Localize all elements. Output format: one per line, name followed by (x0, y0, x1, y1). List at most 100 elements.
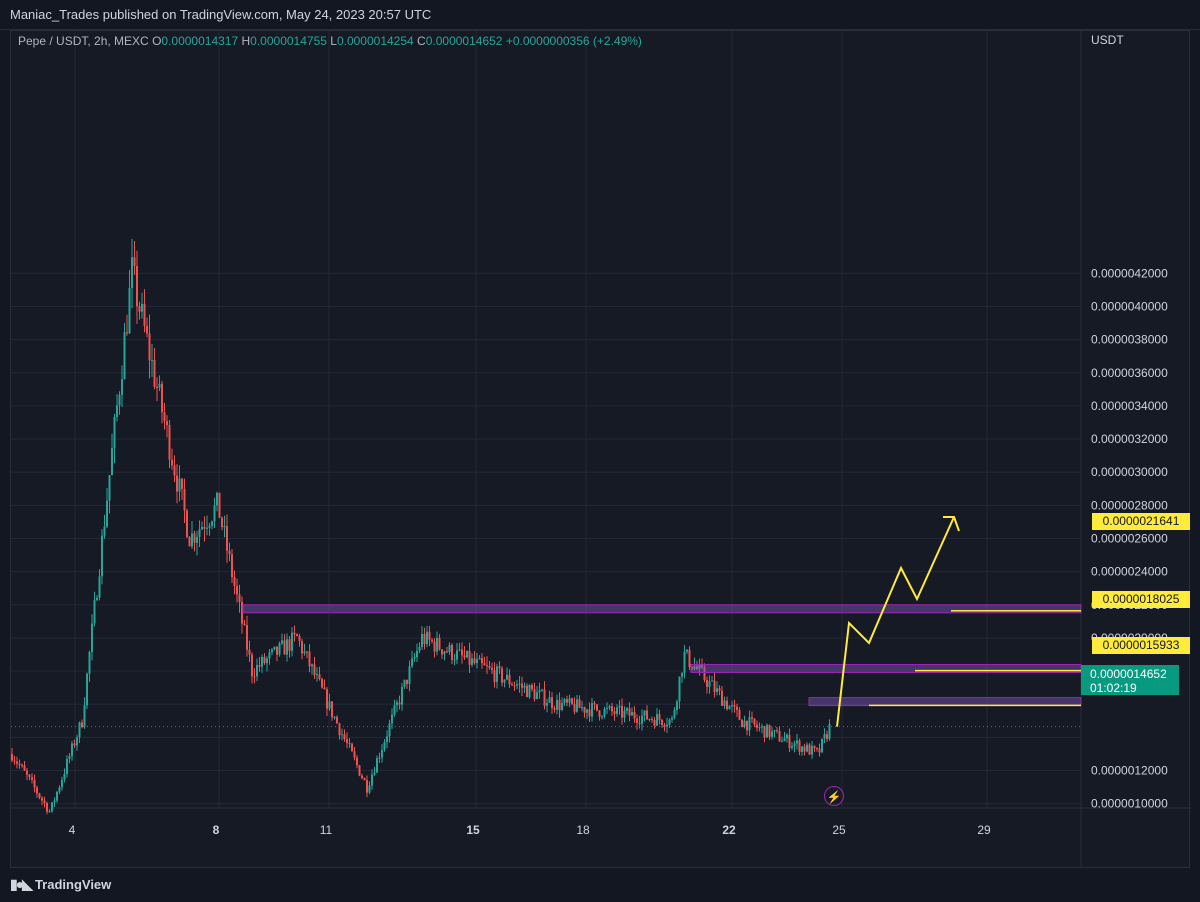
candle-body (681, 673, 683, 677)
candle-body (656, 714, 658, 726)
candle-body (321, 678, 323, 688)
candle-body (671, 717, 673, 720)
candle-body (298, 636, 301, 642)
candle-body (638, 722, 641, 724)
candle-body (486, 665, 488, 667)
candle-body (416, 650, 418, 658)
level-price-tag-2: 0.0000018025 (1092, 591, 1190, 608)
level-price-tag-3: 0.0000015933 (1092, 637, 1190, 654)
candle-body (413, 657, 416, 659)
candle-body (626, 708, 628, 711)
last-price-tag: 0.0000014652 01:02:19 (1081, 665, 1179, 695)
candle-body (521, 683, 523, 688)
candle-body (186, 510, 188, 538)
candle-body (66, 759, 68, 774)
candle-body (768, 724, 771, 737)
candle-body (543, 689, 546, 706)
candle-body (528, 685, 531, 698)
symbol-label[interactable]: Pepe / USDT, 2h, MEXC (18, 34, 149, 48)
low-label: L (330, 34, 337, 48)
candle-body (228, 550, 231, 555)
candle-body (423, 633, 426, 645)
candle-body (21, 764, 23, 766)
brand-name: TradingView (34, 877, 112, 892)
candle-body (23, 765, 26, 771)
candle-body (601, 716, 603, 718)
candle-body (553, 707, 556, 710)
high-label: H (241, 34, 251, 48)
candle-body (796, 740, 798, 744)
candle-body (533, 689, 536, 700)
candle-body (156, 386, 158, 388)
candle-body (151, 359, 153, 361)
candle-body (466, 650, 468, 658)
candle-body (138, 306, 141, 312)
candle-body (401, 686, 403, 705)
candle-body (31, 777, 33, 780)
candle-body (286, 639, 288, 655)
candle-body (48, 811, 51, 813)
candle-body (683, 651, 686, 674)
last-price-value: 0.0000014652 (1090, 667, 1167, 681)
candle-body (398, 702, 401, 705)
supply-zone (808, 697, 1082, 707)
candle-body (253, 676, 256, 678)
candle-body (391, 714, 393, 724)
chart-pane[interactable]: USDT 0.0000042000 0.0000040000 0.0000038000… (10, 30, 1191, 869)
candle-body (658, 714, 661, 720)
candle-body (71, 743, 73, 757)
candle-body (213, 505, 216, 522)
candle-body (296, 634, 298, 637)
chart-canvas[interactable]: USDT 0.0000042000 0.0000040000 0.0000038000… (11, 31, 1191, 869)
candle-body (806, 744, 808, 752)
price-tick-label: 0.0000028000 (1091, 498, 1168, 512)
candle-body (748, 717, 751, 731)
tradingview-logo[interactable]: ▮●◣ TradingView (10, 876, 111, 893)
candle-body (431, 639, 433, 642)
candle-body (716, 688, 718, 693)
candle-body (311, 664, 313, 667)
candle-body (243, 623, 246, 625)
candle-body (776, 730, 778, 732)
candle-body (778, 730, 781, 742)
candle-body (98, 576, 101, 598)
candle-body (331, 701, 333, 718)
candle-body (548, 697, 551, 703)
candle-body (546, 702, 548, 706)
candle-body (513, 685, 516, 687)
candle-body (366, 780, 368, 793)
candle-body (58, 787, 61, 792)
candle-body (461, 649, 463, 656)
candle-body (146, 325, 148, 334)
candle-body (561, 703, 563, 711)
candle-body (496, 666, 498, 683)
candle-body (351, 743, 353, 752)
candle-body (753, 718, 756, 725)
candle-body (693, 666, 696, 670)
time-tick-label: 18 (576, 823, 590, 837)
candle-body (766, 724, 768, 738)
candle-body (786, 734, 788, 739)
price-tick-label: 0.0000010000 (1091, 797, 1168, 811)
candle-body (808, 744, 811, 755)
candle-body (281, 640, 283, 644)
lightning-icon[interactable]: ⚡ (824, 786, 844, 806)
candle-body (323, 687, 326, 690)
candle-body (691, 667, 693, 670)
candle-body (688, 649, 691, 668)
candle-body (78, 722, 81, 738)
candle-body (236, 585, 238, 595)
candle-body (608, 706, 611, 709)
candle-body (478, 657, 481, 660)
candle-body (583, 707, 586, 713)
candle-body (333, 716, 336, 718)
candle-body (381, 749, 383, 758)
supply-zone (242, 604, 1082, 614)
candle-body (481, 657, 483, 664)
price-tick-label: 0.0000032000 (1091, 432, 1168, 446)
time-tick-label: 29 (977, 823, 991, 837)
candle-body (271, 649, 273, 653)
candle-body (696, 666, 698, 670)
candle-body (441, 649, 443, 655)
candle-body (256, 664, 258, 677)
